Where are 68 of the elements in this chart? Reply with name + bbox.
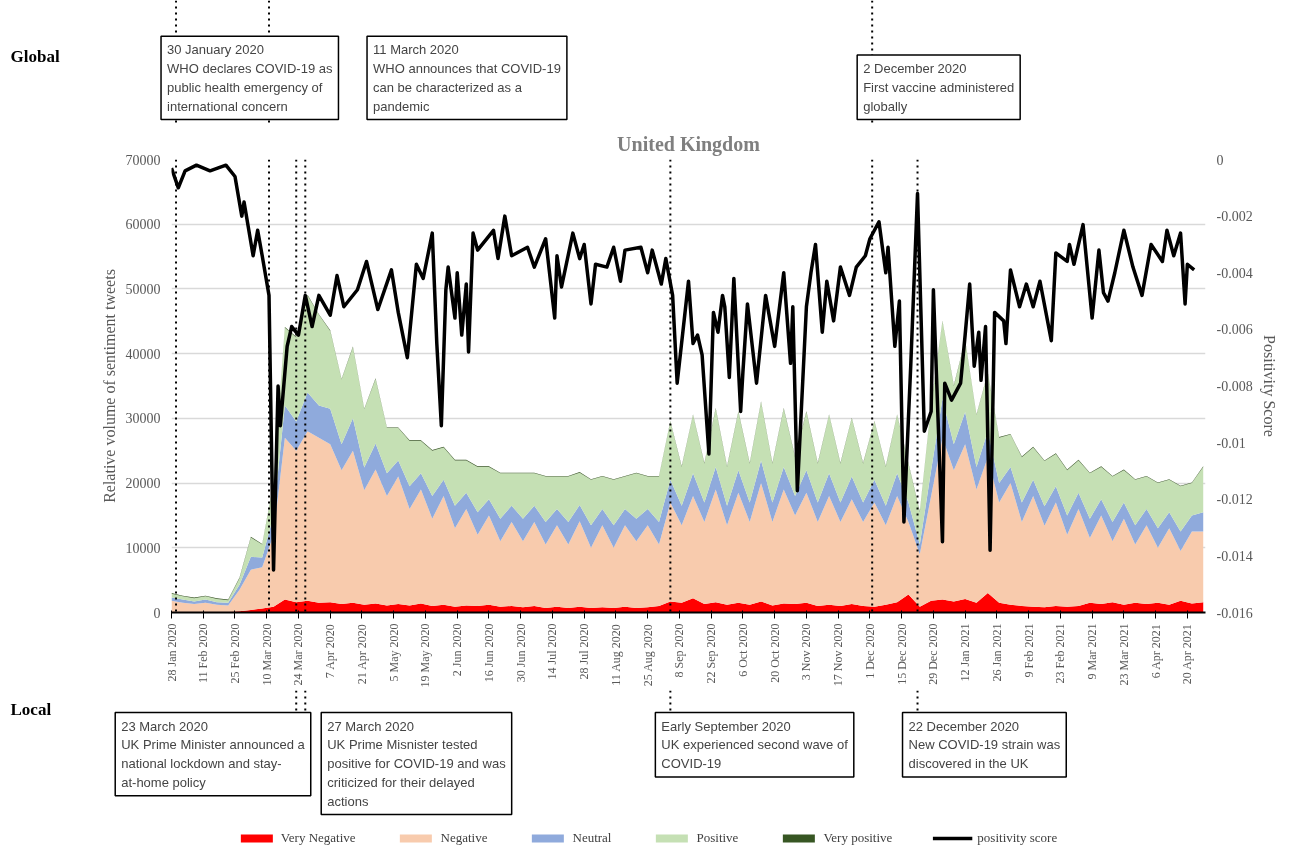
- text: 11 March 2020 WHO announces that COVID-19 can be characterized as a pandemic: [373, 42, 561, 114]
- x-tick-label: 23 Mar 2021: [1116, 623, 1131, 686]
- x-tick-label: 11 Aug 2020: [608, 624, 623, 686]
- x-tick-label: 20 Apr 2021: [1180, 624, 1195, 685]
- y2-tick-label: -0.004: [1216, 265, 1253, 281]
- y-tick-label: 40000: [125, 346, 161, 362]
- y-tick-label: 10000: [125, 540, 161, 556]
- text: 27 March 2020 UK Prime Misnister tested positive for COVID-19 and was criticized for their delayed actions: [327, 718, 507, 809]
- x-tick-label: 15 Dec 2020: [894, 623, 909, 685]
- legend-label: Negative: [440, 830, 488, 846]
- x-tick-label: 2 Jun 2020: [450, 623, 465, 677]
- x-tick-label: 6 Oct 2020: [735, 623, 750, 677]
- y2-tick-label: -0.016: [1216, 605, 1253, 621]
- x-tick-label: 23 Feb 2021: [1053, 623, 1068, 684]
- legend-label: Very positive: [823, 830, 893, 846]
- text: 22 December 2020 New COVID-19 strain was discovered in the UK: [908, 718, 1061, 771]
- x-tick-label: 10 Mar 2020: [259, 623, 274, 686]
- x-tick-label: 8 Sep 2020: [672, 623, 687, 678]
- x-tick-label: 12 Jan 2021: [958, 623, 973, 682]
- x-tick-label: 7 Apr 2020: [323, 624, 338, 679]
- text: 2 December 2020 First vaccine administered globally: [863, 61, 1015, 114]
- text: 23 March 2020 UK Prime Minister announced a national lockdown and stay-at-home policy: [121, 718, 306, 790]
- y2-tick-label: 0: [1216, 152, 1224, 168]
- y-tick-label: 70000: [125, 152, 161, 168]
- x-tick-label: 3 Nov 2020: [799, 623, 814, 681]
- x-tick-label: 24 Mar 2020: [291, 623, 306, 686]
- y2-tick-label: -0.012: [1216, 492, 1253, 508]
- x-tick-label: 5 May 2020: [386, 623, 401, 682]
- x-tick-label: 26 Jan 2021: [989, 623, 1004, 682]
- x-tick-label: 29 Dec 2020: [926, 623, 941, 685]
- x-tick-label: 20 Oct 2020: [767, 623, 782, 683]
- x-tick-label: 9 Mar 2021: [1085, 623, 1100, 680]
- x-tick-label: 28 Jul 2020: [577, 623, 592, 680]
- y2-tick-label: -0.01: [1216, 435, 1246, 451]
- y2-tick-label: -0.002: [1216, 209, 1253, 225]
- x-tick-label: 16 Jun 2020: [481, 623, 496, 683]
- x-tick-label: 17 Nov 2020: [831, 623, 846, 687]
- x-tick-label: 14 Jul 2020: [545, 623, 560, 680]
- x-tick-label: 9 Feb 2021: [1021, 623, 1036, 678]
- x-tick-label: 11 Feb 2020: [196, 623, 211, 684]
- legend-label: positivity score: [977, 830, 1058, 846]
- legend-label: Positive: [696, 830, 739, 846]
- y-tick-label: 20000: [125, 476, 161, 492]
- x-tick-label: 25 Aug 2020: [640, 624, 655, 687]
- legend-label: Very Negative: [280, 830, 356, 846]
- y-axis-title: Relative volume of sentiment tweets: [100, 269, 118, 503]
- x-tick-label: 25 Feb 2020: [227, 623, 242, 684]
- text: Early September 2020 UK experienced second wave of COVID-19: [661, 718, 849, 771]
- text: Global: [10, 47, 60, 67]
- y2-tick-label: -0.008: [1216, 379, 1253, 394]
- x-tick-label: 21 Apr 2020: [354, 624, 369, 685]
- y2-tick-label: -0.006: [1216, 322, 1253, 338]
- x-tick-label: 22 Sep 2020: [704, 623, 719, 684]
- y2-tick-label: -0.014: [1216, 548, 1253, 564]
- y-tick-label: 30000: [125, 411, 161, 427]
- x-tick-label: 1 Dec 2020: [862, 623, 877, 679]
- chart-title: United Kingdom: [617, 132, 761, 156]
- x-tick-label: 30 Jun 2020: [513, 623, 528, 683]
- text: 30 January 2020 WHO declares COVID-19 as public health emergency of international concern: [167, 42, 333, 114]
- x-tick-label: 19 May 2020: [418, 623, 433, 688]
- legend-label: Neutral: [572, 830, 612, 846]
- x-tick-label: 6 Apr 2021: [1148, 624, 1163, 679]
- x-tick-label: 28 Jan 2020: [164, 623, 179, 682]
- y-tick-label: 60000: [125, 217, 161, 233]
- text: Local: [10, 699, 52, 719]
- y-tick-label: 0: [153, 605, 161, 621]
- y-tick-label: 50000: [125, 281, 161, 297]
- y2-axis-title: Positivity Score: [1259, 335, 1278, 437]
